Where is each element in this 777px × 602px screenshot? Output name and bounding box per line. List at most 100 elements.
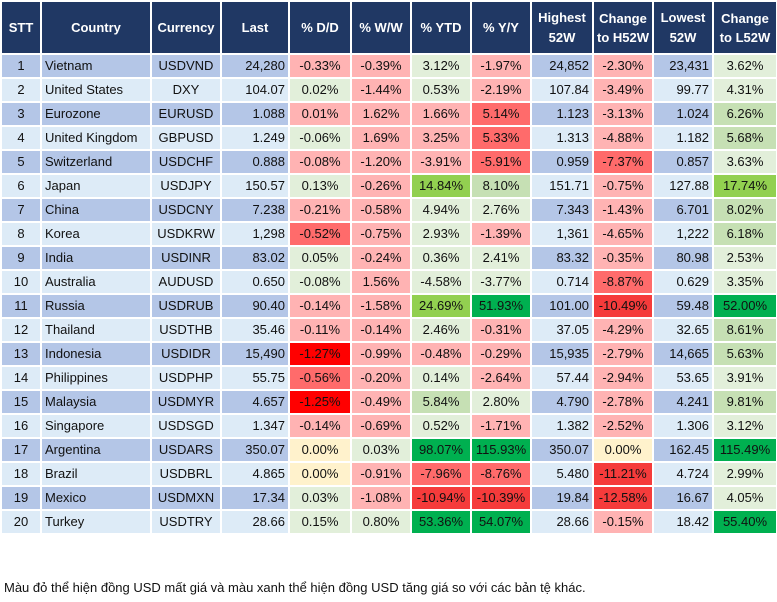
cell-pct-dd: -0.52% (288, 221, 352, 247)
cell-currency: USDJPY (150, 173, 222, 199)
cell-pct-ytd: 0.36% (410, 245, 472, 271)
cell-lowest-52w: 0.629 (652, 269, 714, 295)
cell-currency: USDSGD (150, 413, 222, 439)
table-body: 1 Vietnam USDVND 24,280 -0.33% -0.39% 3.12% -1.… (0, 53, 777, 535)
cell-lowest-52w: 1.182 (652, 125, 714, 151)
header-last: Last (220, 0, 290, 55)
cell-lowest-52w: 127.88 (652, 173, 714, 199)
cell-last: 24,280 (220, 53, 290, 79)
cell-pct-yy: -10.39% (470, 485, 532, 511)
cell-currency: USDCNY (150, 197, 222, 223)
cell-stt: 15 (0, 389, 42, 415)
cell-country: Argentina (40, 437, 152, 463)
cell-pct-yy: 5.33% (470, 125, 532, 151)
cell-country: Indonesia (40, 341, 152, 367)
cell-pct-yy: -1.39% (470, 221, 532, 247)
cell-pct-ww: -0.14% (350, 317, 412, 343)
cell-stt: 8 (0, 221, 42, 247)
cell-change-to-h52w: -1.43% (592, 197, 654, 223)
cell-highest-52w: 0.714 (530, 269, 594, 295)
cell-country: Australia (40, 269, 152, 295)
cell-country: China (40, 197, 152, 223)
cell-change-to-h52w: -4.88% (592, 125, 654, 151)
cell-pct-yy: -0.29% (470, 341, 532, 367)
cell-lowest-52w: 80.98 (652, 245, 714, 271)
table-row: 3 Eurozone EURUSD 1.088 0.01% 1.62% 1.66% 5.14%… (0, 101, 777, 127)
cell-stt: 11 (0, 293, 42, 319)
cell-highest-52w: 4.790 (530, 389, 594, 415)
cell-change-to-l52w: 55.40% (712, 509, 777, 535)
table-row: 13 Indonesia USDIDR 15,490 -1.27% -0.99% -0.48… (0, 341, 777, 367)
cell-pct-ww: 0.03% (350, 437, 412, 463)
cell-change-to-h52w: -2.79% (592, 341, 654, 367)
cell-currency: USDRUB (150, 293, 222, 319)
cell-highest-52w: 1.382 (530, 413, 594, 439)
cell-stt: 3 (0, 101, 42, 127)
table-row: 12 Thailand USDTHB 35.46 -0.11% -0.14% 2.46% -0… (0, 317, 777, 343)
table-row: 1 Vietnam USDVND 24,280 -0.33% -0.39% 3.12% -1.… (0, 53, 777, 79)
cell-last: 28.66 (220, 509, 290, 535)
cell-pct-ww: -0.39% (350, 53, 412, 79)
cell-highest-52w: 37.05 (530, 317, 594, 343)
cell-pct-ytd: 2.93% (410, 221, 472, 247)
cell-pct-ww: -0.69% (350, 413, 412, 439)
cell-lowest-52w: 14,665 (652, 341, 714, 367)
cell-pct-yy: 51.93% (470, 293, 532, 319)
cell-change-to-h52w: -2.78% (592, 389, 654, 415)
header-pct-yy: % Y/Y (470, 0, 532, 55)
cell-change-to-h52w: -2.52% (592, 413, 654, 439)
cell-country: Russia (40, 293, 152, 319)
cell-change-to-l52w: 3.63% (712, 149, 777, 175)
cell-pct-dd: -0.11% (288, 317, 352, 343)
cell-pct-yy: -0.31% (470, 317, 532, 343)
cell-change-to-l52w: 4.05% (712, 485, 777, 511)
table-row: 16 Singapore USDSGD 1.347 -0.14% -0.69% 0.52% -… (0, 413, 777, 439)
cell-highest-52w: 24,852 (530, 53, 594, 79)
cell-pct-dd: -0.14% (288, 293, 352, 319)
cell-last: 4.657 (220, 389, 290, 415)
cell-stt: 19 (0, 485, 42, 511)
cell-change-to-h52w: -2.30% (592, 53, 654, 79)
cell-stt: 2 (0, 77, 42, 103)
cell-currency: USDCHF (150, 149, 222, 175)
cell-pct-dd: 0.02% (288, 77, 352, 103)
cell-pct-yy: -3.77% (470, 269, 532, 295)
table-row: 7 China USDCNY 7.238 -0.21% -0.58% 4.94% 2.76% 7… (0, 197, 777, 223)
cell-highest-52w: 7.343 (530, 197, 594, 223)
cell-stt: 17 (0, 437, 42, 463)
cell-change-to-h52w: -12.58% (592, 485, 654, 511)
cell-highest-52w: 1.313 (530, 125, 594, 151)
cell-country: Mexico (40, 485, 152, 511)
cell-stt: 18 (0, 461, 42, 487)
cell-pct-ytd: 24.69% (410, 293, 472, 319)
cell-highest-52w: 83.32 (530, 245, 594, 271)
cell-pct-yy: 115.93% (470, 437, 532, 463)
cell-pct-ww: -0.75% (350, 221, 412, 247)
cell-lowest-52w: 4.241 (652, 389, 714, 415)
cell-lowest-52w: 23,431 (652, 53, 714, 79)
cell-pct-ww: -0.91% (350, 461, 412, 487)
cell-change-to-h52w: 0.00% (592, 437, 654, 463)
cell-pct-dd: -0.21% (288, 197, 352, 223)
cell-pct-ww: 1.69% (350, 125, 412, 151)
cell-pct-ytd: 98.07% (410, 437, 472, 463)
header-pct-ytd: % YTD (410, 0, 472, 55)
cell-stt: 6 (0, 173, 42, 199)
cell-pct-ww: 1.56% (350, 269, 412, 295)
cell-pct-ytd: 2.46% (410, 317, 472, 343)
cell-change-to-l52w: 4.31% (712, 77, 777, 103)
cell-last: 4.865 (220, 461, 290, 487)
table-row: 15 Malaysia USDMYR 4.657 -1.25% -0.49% 5.84% 2.… (0, 389, 777, 415)
cell-lowest-52w: 18.42 (652, 509, 714, 535)
cell-last: 1.088 (220, 101, 290, 127)
cell-country: Thailand (40, 317, 152, 343)
cell-pct-ww: -0.49% (350, 389, 412, 415)
cell-change-to-l52w: 2.53% (712, 245, 777, 271)
cell-last: 90.40 (220, 293, 290, 319)
cell-stt: 10 (0, 269, 42, 295)
cell-pct-yy: -1.97% (470, 53, 532, 79)
cell-country: Korea (40, 221, 152, 247)
table-row: 4 United Kingdom GBPUSD 1.249 -0.06% 1.69% 3.2… (0, 125, 777, 151)
table-row: 2 United States DXY 104.07 0.02% -1.44% 0.53% -… (0, 77, 777, 103)
cell-highest-52w: 101.00 (530, 293, 594, 319)
